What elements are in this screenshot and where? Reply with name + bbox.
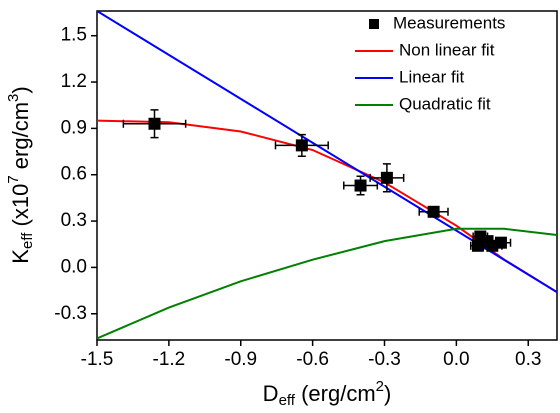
x-label-end: )	[384, 381, 391, 406]
legend-marker	[369, 19, 379, 29]
legend-label: Measurements	[393, 13, 505, 32]
legend-label: Quadratic fit	[399, 94, 491, 113]
y-tick-label: 0.6	[61, 164, 87, 185]
fit-line	[97, 227, 557, 340]
x-tick-label: -0.6	[296, 349, 329, 370]
plot-frame	[96, 10, 558, 341]
y-tick-label: -0.3	[54, 303, 87, 324]
y-tick-label: 0.3	[61, 210, 87, 231]
y-label-sub: eff	[19, 232, 36, 249]
y-label-main: K	[8, 249, 33, 264]
y-tick-label: 0.9	[61, 117, 87, 138]
y-label-text: (x10	[8, 184, 33, 233]
point	[148, 117, 161, 130]
y-tick-label: 1.2	[61, 71, 87, 92]
y-label-end: )	[8, 86, 33, 93]
x-tick-label: -0.3	[368, 349, 401, 370]
fit-line	[97, 119, 557, 293]
x-tick-label: -0.9	[224, 349, 257, 370]
x-label-sup: 2	[376, 378, 384, 395]
point	[494, 236, 507, 249]
x-tick-label: 0.3	[515, 349, 541, 370]
y-axis-label: Keff (x107 erg/cm3)	[5, 86, 36, 263]
y-tick-label: 0.0	[61, 256, 87, 277]
point	[295, 139, 308, 152]
legend-label: Non linear fit	[399, 40, 495, 59]
x-label-sub: eff	[279, 392, 296, 409]
y-label-sup: 7	[5, 175, 22, 183]
x-tick-label: 0.0	[443, 349, 469, 370]
x-axis-label: Deff (erg/cm2)	[263, 378, 392, 409]
point	[427, 205, 440, 218]
y-tick-label: 1.5	[61, 25, 87, 46]
point	[354, 179, 367, 192]
point	[380, 171, 393, 184]
legend-label: Linear fit	[399, 67, 464, 86]
y-label-sup2: 3	[5, 94, 22, 102]
x-tick-label: -1.2	[153, 349, 186, 370]
plot-area	[97, 11, 557, 340]
y-label-text2: erg/cm	[8, 102, 33, 175]
x-label-main: D	[263, 381, 279, 406]
x-tick-label: -1.5	[81, 349, 114, 370]
x-label-text: (erg/cm	[295, 381, 376, 406]
